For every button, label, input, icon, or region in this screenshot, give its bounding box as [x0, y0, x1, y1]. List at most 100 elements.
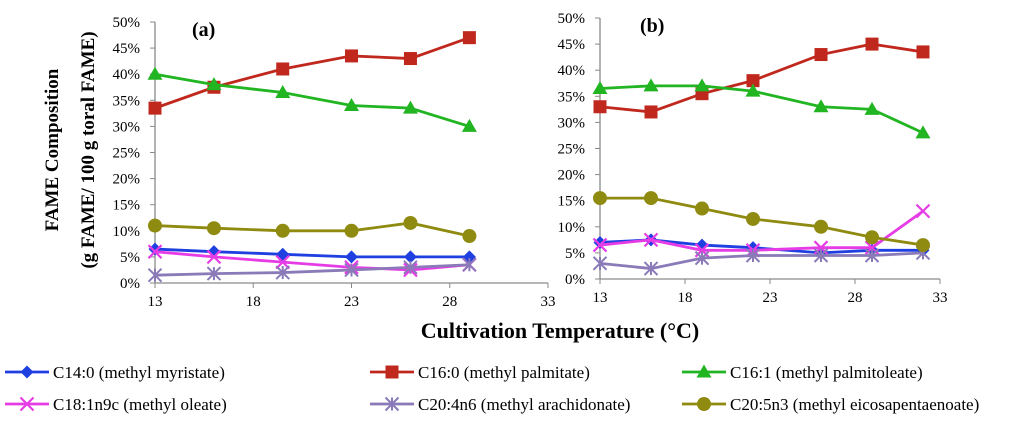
- x-tick-label: 18: [246, 294, 261, 310]
- data-point-c14: [403, 250, 417, 264]
- data-point-c20a: [592, 256, 608, 271]
- x-axis-label: Cultivation Temperature (°C): [421, 318, 700, 343]
- legend-item-c20e: C20:5n3 (methyl eicosapentaenoate): [682, 395, 979, 414]
- x-tick-label: 33: [541, 294, 556, 310]
- y-tick-label: 30%: [113, 119, 141, 135]
- legend-label: C18:1n9c (methyl oleate): [53, 395, 227, 414]
- legend-label: C20:5n3 (methyl eicosapentaenoate): [730, 395, 979, 414]
- data-point-c16: [462, 31, 476, 45]
- data-point-c20a: [462, 257, 477, 272]
- y-tick-label: 15%: [113, 198, 141, 214]
- series-c14: [148, 242, 476, 264]
- series-line-c16: [599, 42, 924, 114]
- chart-panel-b: 0% 5% 10% 15% 20% 25% 30% 35% 40% 45% 50% 13 18 23 28 3…: [558, 11, 948, 306]
- data-point-c20e: [403, 215, 418, 230]
- data-point-c20e: [865, 230, 879, 245]
- data-point-c20e: [148, 218, 162, 233]
- data-point-c20e: [916, 238, 930, 253]
- data-point-c20e: [344, 223, 359, 238]
- data-point-c161: [402, 100, 418, 114]
- data-point-c16: [593, 100, 607, 114]
- series-line-c18: [154, 250, 470, 272]
- y-tick-label: 0%: [565, 272, 585, 288]
- data-point-c14: [593, 235, 607, 249]
- series-line-c161: [154, 72, 470, 128]
- series-line-c16: [154, 36, 470, 110]
- data-point-c14: [276, 247, 290, 261]
- series-c16: [593, 37, 930, 119]
- x-tick-label: 23: [344, 294, 359, 310]
- y-tick-label: 50%: [113, 15, 141, 31]
- series-c161: [592, 78, 931, 139]
- legend-item-c20a: C20:4n6 (methyl arachidonate): [370, 395, 630, 414]
- legend-marker-c14: [20, 365, 34, 379]
- data-point-c20a: [694, 250, 710, 266]
- x-tick-label: 28: [848, 290, 863, 306]
- data-point-c18: [206, 249, 222, 265]
- data-point-c20a: [147, 267, 163, 283]
- series-c161: [147, 66, 477, 132]
- data-point-c20e: [593, 191, 607, 206]
- data-point-c20e: [814, 219, 828, 234]
- x-tick-label: 13: [593, 290, 608, 306]
- data-point-c16: [865, 37, 879, 51]
- legend-label: C14:0 (methyl myristate): [53, 363, 225, 382]
- y-tick-label: 35%: [113, 93, 141, 109]
- panel-label: (a): [192, 19, 215, 41]
- data-point-c16: [276, 62, 290, 76]
- data-point-c161: [275, 84, 291, 98]
- x-tick-label: 18: [678, 290, 693, 306]
- data-point-c20a: [643, 261, 659, 276]
- legend-label: C16:1 (methyl palmitoleate): [730, 363, 923, 382]
- legend-marker-c16: [385, 365, 399, 379]
- data-point-c16: [746, 74, 760, 88]
- y-tick-label: 40%: [558, 63, 586, 79]
- data-point-c161: [813, 99, 829, 113]
- series-line-c20e: [154, 221, 470, 238]
- legend-marker-c20e: [697, 397, 711, 411]
- y-tick-label: 50%: [558, 11, 586, 27]
- legend-marker-c161: [696, 364, 712, 378]
- series-c20e: [593, 191, 930, 253]
- series-c20a: [592, 245, 931, 276]
- y-axis-label-line1: FAME Composition: [42, 68, 63, 231]
- data-point-c18: [915, 203, 931, 219]
- legend-marker-c20a: [384, 396, 400, 412]
- data-point-c20a: [813, 248, 829, 263]
- data-point-c161: [915, 125, 931, 139]
- data-point-c14: [345, 250, 358, 264]
- y-tick-label: 45%: [113, 41, 141, 57]
- data-point-c20e: [746, 211, 760, 226]
- data-point-c18: [147, 244, 163, 259]
- y-tick-label: 25%: [113, 146, 141, 162]
- data-point-c161: [643, 78, 659, 92]
- data-point-c161: [206, 77, 222, 91]
- data-point-c20a: [403, 260, 418, 275]
- data-point-c20a: [344, 262, 359, 278]
- panel-label: (b): [640, 15, 664, 37]
- data-point-c161: [694, 78, 710, 92]
- y-tick-label: 35%: [558, 89, 586, 105]
- data-point-c18: [643, 232, 659, 248]
- data-point-c161: [147, 66, 163, 80]
- data-point-c20a: [206, 266, 222, 281]
- data-point-c20a: [864, 248, 880, 263]
- y-tick-label: 20%: [558, 168, 586, 184]
- legend-item-c16: C16:0 (methyl palmitate): [370, 363, 590, 382]
- data-point-c16: [403, 52, 417, 66]
- series-line-c14: [154, 247, 470, 259]
- y-tick-label: 5%: [120, 250, 140, 266]
- y-tick-label: 5%: [565, 246, 585, 262]
- chart-panel-a: 0% 5% 10% 15% 20% 25% 30% 35% 40% 45% 50% 13 18 23 28 3…: [113, 15, 556, 310]
- legend-item-c161: C16:1 (methyl palmitoleate): [682, 363, 923, 382]
- x-tick-label: 23: [763, 290, 778, 306]
- data-point-c20a: [745, 248, 761, 263]
- data-point-c16: [814, 48, 828, 62]
- data-point-c20e: [206, 221, 221, 236]
- y-tick-label: 45%: [558, 37, 586, 53]
- y-axis-label-line2: (g FAME/ 100 g toral FAME): [78, 31, 99, 268]
- data-point-c16: [916, 45, 930, 59]
- data-point-c18: [275, 254, 291, 270]
- data-point-c20e: [275, 223, 290, 238]
